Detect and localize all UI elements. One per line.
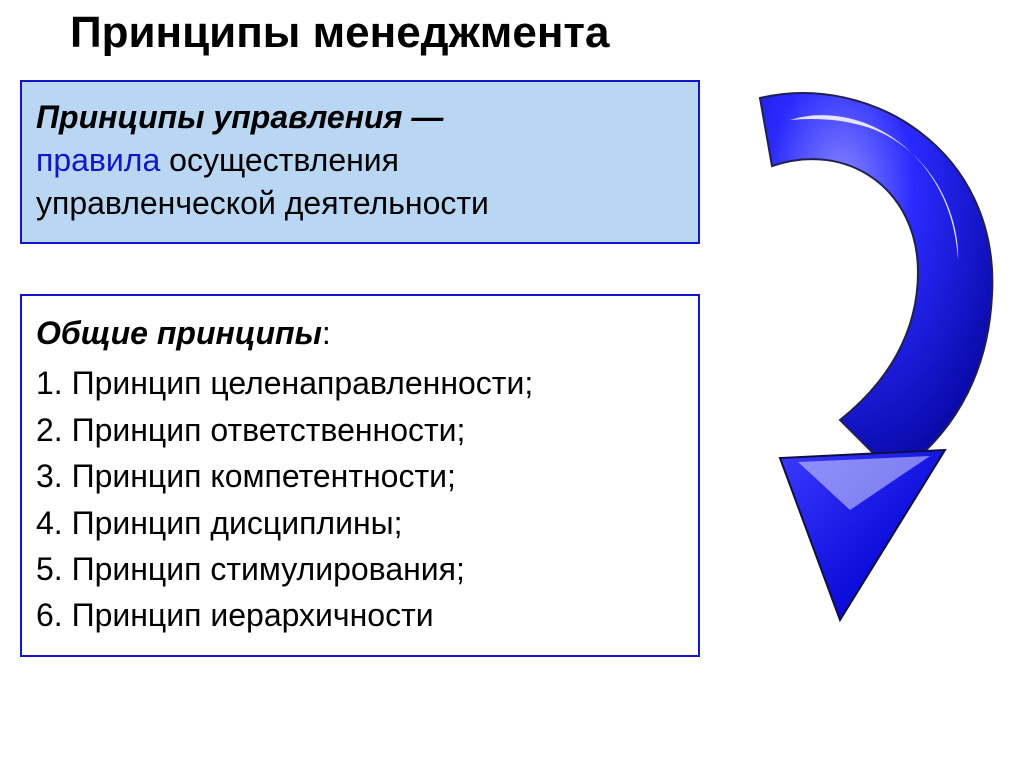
list-item: 6. Принцип иерархичности — [36, 592, 684, 638]
list-item: 4. Принцип дисциплины; — [36, 500, 684, 546]
definition-box: Принципы управления — правила осуществле… — [20, 80, 700, 244]
principles-list: 1. Принцип целенаправленности; 2. Принци… — [36, 360, 684, 638]
definition-rest1: осуществления — [160, 142, 399, 178]
page-title: Принципы менеджмента — [70, 8, 609, 58]
list-item: 1. Принцип целенаправленности; — [36, 360, 684, 406]
list-item: 3. Принцип компетентности; — [36, 453, 684, 499]
definition-rest2: управленческой деятельности — [36, 185, 489, 221]
list-item: 2. Принцип ответственности; — [36, 407, 684, 453]
list-item: 5. Принцип стимулирования; — [36, 546, 684, 592]
arrow-body — [760, 93, 992, 475]
definition-dash: — — [402, 99, 443, 135]
curved-arrow-icon — [720, 80, 1020, 640]
principles-heading: Общие принципы — [36, 315, 322, 351]
definition-rules-word: правила — [36, 142, 160, 178]
definition-term: Принципы управления — [36, 99, 402, 135]
principles-colon: : — [322, 315, 331, 351]
principles-box: Общие принципы: 1. Принцип целенаправлен… — [20, 294, 700, 657]
